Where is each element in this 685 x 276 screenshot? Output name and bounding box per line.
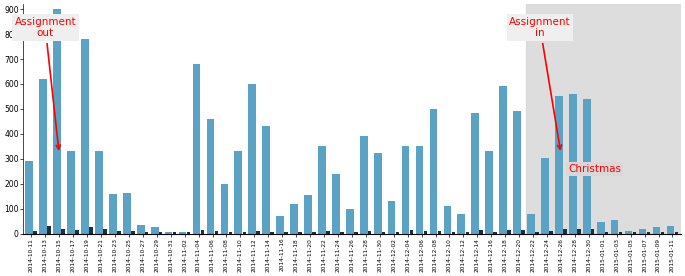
Bar (424, 231, 427, 234)
Bar (123, 192, 131, 234)
Bar (499, 86, 507, 234)
Bar (638, 229, 647, 234)
Bar (25, 161, 33, 234)
Bar (234, 151, 242, 234)
Bar (535, 232, 538, 234)
Bar (137, 225, 145, 234)
Bar (221, 184, 228, 234)
Bar (34, 231, 37, 234)
Bar (563, 229, 566, 234)
Bar (466, 232, 469, 234)
Bar (647, 232, 650, 234)
Bar (53, 9, 61, 234)
Bar (493, 232, 497, 234)
Bar (521, 230, 525, 234)
Bar (242, 232, 246, 234)
Bar (541, 158, 549, 234)
Bar (262, 126, 270, 234)
Bar (555, 97, 562, 234)
Bar (304, 195, 312, 234)
Bar (145, 232, 149, 234)
Bar (109, 194, 116, 234)
Bar (103, 229, 107, 234)
Bar (479, 230, 483, 234)
Bar (625, 231, 632, 234)
Bar (451, 232, 455, 234)
Bar (346, 209, 353, 234)
Bar (458, 214, 465, 234)
Bar (67, 151, 75, 234)
Bar (179, 232, 186, 234)
Bar (388, 201, 395, 234)
Bar (249, 84, 256, 234)
Bar (276, 216, 284, 234)
Bar (290, 204, 298, 234)
Text: Assignment
in: Assignment in (509, 17, 571, 149)
Bar (165, 232, 173, 234)
Bar (513, 112, 521, 234)
Bar (62, 229, 65, 234)
Bar (653, 227, 660, 234)
Bar (661, 232, 664, 234)
Bar (256, 231, 260, 234)
Bar (675, 232, 678, 234)
Bar (577, 229, 581, 234)
Bar (340, 232, 344, 234)
Bar (354, 232, 358, 234)
Bar (591, 229, 595, 234)
Bar (131, 231, 134, 234)
Bar (368, 231, 371, 234)
Bar (527, 214, 535, 234)
Bar (187, 232, 190, 234)
Bar (508, 230, 511, 234)
Bar (360, 136, 368, 234)
Bar (549, 231, 553, 234)
Text: Christmas: Christmas (568, 164, 621, 174)
Bar (332, 174, 340, 234)
Bar (312, 232, 316, 234)
Bar (173, 232, 176, 234)
Bar (318, 146, 326, 234)
Bar (201, 230, 204, 234)
Bar (298, 232, 302, 234)
Bar (611, 220, 619, 234)
Bar (374, 153, 382, 234)
Bar (159, 232, 162, 234)
Bar (410, 230, 413, 234)
Bar (47, 226, 51, 234)
Bar (229, 232, 232, 234)
Bar (284, 232, 288, 234)
Bar (207, 119, 214, 234)
Bar (486, 151, 493, 234)
Text: Assignment
out: Assignment out (14, 17, 76, 149)
Bar (382, 232, 386, 234)
Bar (597, 222, 605, 234)
Bar (401, 146, 410, 234)
Bar (569, 94, 577, 234)
Bar (192, 64, 200, 234)
Bar (667, 226, 674, 234)
Bar (271, 232, 274, 234)
Bar (396, 232, 399, 234)
Bar (633, 232, 636, 234)
Bar (117, 231, 121, 234)
Bar (214, 231, 218, 234)
Bar (429, 109, 437, 234)
Bar (619, 232, 623, 234)
Bar (75, 230, 79, 234)
Bar (89, 227, 92, 234)
Bar (81, 39, 89, 234)
Bar (39, 79, 47, 234)
Bar (526, 4, 681, 234)
Bar (605, 232, 608, 234)
Bar (444, 206, 451, 234)
Bar (151, 227, 158, 234)
Bar (438, 231, 441, 234)
Bar (95, 151, 103, 234)
Bar (326, 231, 329, 234)
Bar (416, 146, 423, 234)
Bar (471, 113, 479, 234)
Bar (583, 99, 590, 234)
